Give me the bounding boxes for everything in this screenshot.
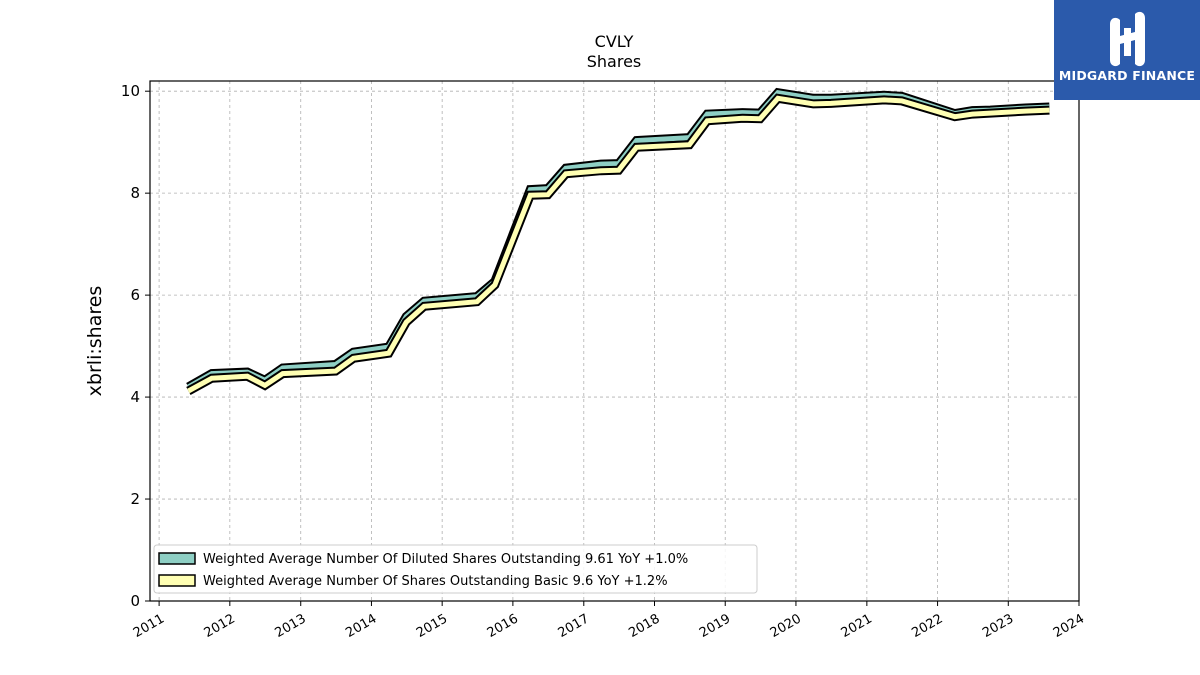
x-tick-label: 2013	[273, 611, 309, 641]
x-axis: 2011 2012 2013 2014 2015 2016 2017 2018 2019 2020…	[131, 601, 1087, 641]
series-layer	[186, 87, 1050, 395]
y-axis: 0 2 4 6 8 10	[121, 82, 150, 610]
chart-subtitle: Shares	[587, 52, 642, 71]
series-1	[186, 87, 1050, 391]
grid	[150, 81, 1080, 602]
x-tick-label: 2022	[909, 611, 945, 641]
x-tick-label: 2020	[768, 611, 804, 641]
series-1-outline	[186, 87, 1050, 391]
x-tick-label: 2023	[980, 611, 1016, 641]
series-2	[186, 93, 1050, 395]
series-2-outline	[186, 93, 1050, 395]
plot-frame	[149, 80, 1080, 602]
x-tick-label: 2018	[626, 611, 662, 641]
x-tick-label: 2016	[485, 611, 521, 641]
x-tick-label: 2024	[1051, 611, 1087, 641]
series-1-line	[187, 90, 1050, 390]
y-tick-label: 10	[121, 82, 140, 100]
midgard-logo-icon	[1110, 11, 1145, 67]
legend-swatch	[158, 552, 196, 565]
x-tick-label: 2012	[202, 611, 238, 641]
legend-label: Weighted Average Number Of Shares Outsta…	[203, 574, 668, 589]
x-tick-label: 2017	[556, 611, 592, 641]
y-tick-label: 4	[130, 388, 140, 406]
y-tick-label: 2	[130, 490, 140, 508]
legend: Weighted Average Number Of Diluted Share…	[153, 544, 758, 594]
y-tick-label: 8	[130, 184, 140, 202]
y-axis-label: xbrli:shares	[84, 286, 106, 397]
x-tick-label: 2011	[131, 611, 167, 641]
legend-label: Weighted Average Number Of Diluted Share…	[203, 552, 688, 567]
logo-text: MIDGARD FINANCE	[1058, 68, 1196, 83]
brand-logo: MIDGARD FINANCE	[1054, 0, 1200, 100]
chart-title: CVLY	[595, 32, 634, 51]
legend-box	[153, 544, 758, 594]
y-tick-label: 0	[130, 592, 140, 610]
x-tick-label: 2019	[697, 611, 733, 641]
y-tick-label: 6	[130, 286, 140, 304]
x-tick-label: 2014	[343, 611, 379, 641]
x-tick-label: 2021	[839, 611, 875, 641]
series-2-line	[187, 95, 1050, 394]
x-tick-label: 2015	[414, 611, 450, 641]
legend-swatch	[158, 574, 196, 587]
